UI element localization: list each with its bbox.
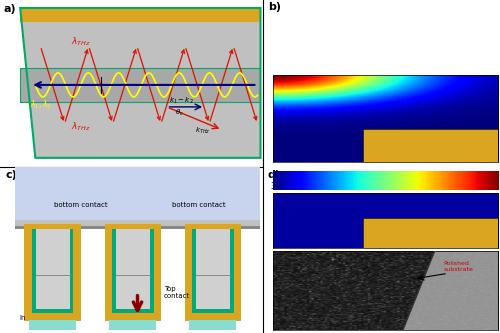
Text: In: In [20,315,26,321]
Bar [109,320,156,330]
Polygon shape [20,8,260,158]
Text: bottom contact: bottom contact [172,202,226,208]
Bar [15,226,260,229]
Bar [104,313,161,321]
Bar [112,229,116,313]
Text: b): b) [268,2,281,12]
Text: $k_{THz}$: $k_{THz}$ [195,126,210,136]
Bar [104,224,161,232]
Text: $k_1-k_2$: $k_1-k_2$ [168,96,194,106]
Bar [116,229,150,309]
Bar [150,229,154,313]
Text: $\theta_c$: $\theta_c$ [174,108,184,118]
Text: d): d) [268,170,281,180]
Bar [184,313,241,321]
Bar [29,320,76,330]
Text: c): c) [5,170,17,180]
Bar [32,229,35,313]
Bar [24,224,81,232]
Bar [192,229,196,313]
Bar [154,229,161,321]
Text: $\lambda_{THz}$: $\lambda_{THz}$ [71,36,90,49]
Bar [196,229,230,309]
Bar [184,229,192,321]
Text: $\lambda_1, \lambda_2$: $\lambda_1, \lambda_2$ [30,99,52,112]
Bar [230,229,234,313]
Bar [362,218,498,248]
Bar [24,313,81,321]
Text: Top
contact: Top contact [164,286,190,299]
Text: bottom contact: bottom contact [54,202,108,208]
Bar [192,309,234,313]
Bar [24,229,32,321]
Text: 380: 380 [478,182,493,191]
Bar [112,309,154,313]
Bar [190,320,236,330]
Bar [70,229,73,313]
Text: Polished
substrate: Polished substrate [444,261,474,272]
Text: a): a) [3,4,16,14]
Text: $\lambda_{THz}$: $\lambda_{THz}$ [71,121,90,134]
Bar [74,229,81,321]
Text: 300: 300 [270,182,284,191]
Bar [36,229,70,309]
Bar [104,229,112,321]
Bar [184,224,241,232]
Polygon shape [403,251,498,330]
Bar [234,229,241,321]
Bar [20,8,260,22]
Bar [20,68,260,102]
Bar [15,166,260,225]
Bar [362,129,498,162]
Bar [32,309,74,313]
Bar [15,220,260,226]
